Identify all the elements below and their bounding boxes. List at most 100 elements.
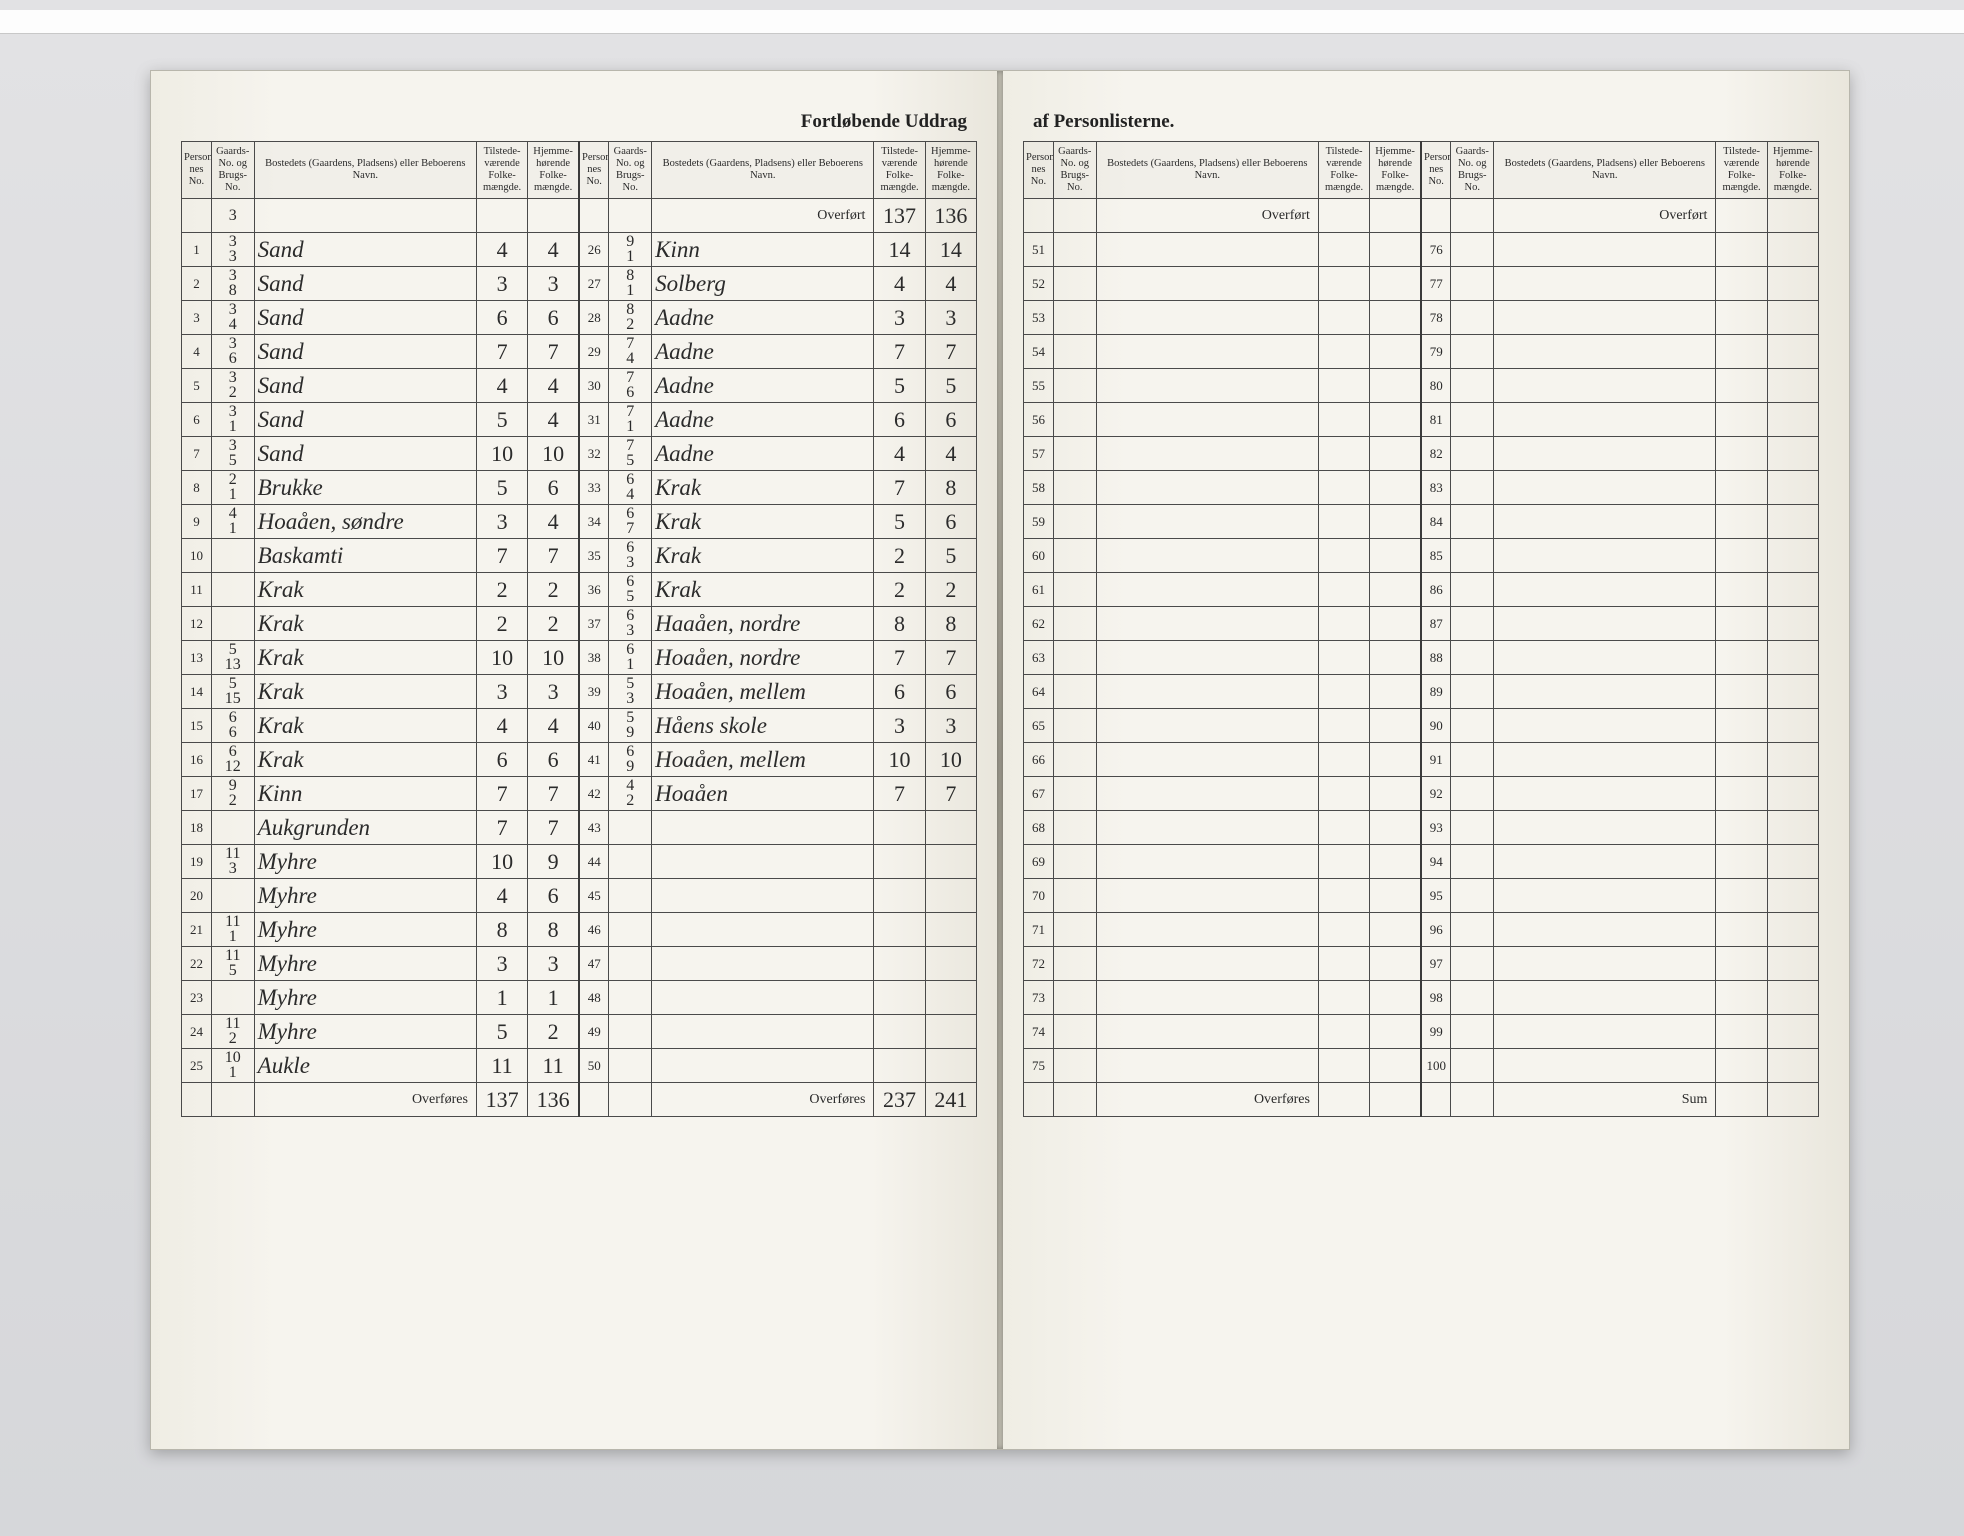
hjemme-count: 8: [528, 913, 579, 947]
hjemme-count: [1767, 947, 1818, 981]
tilstede-count: [1318, 913, 1369, 947]
gaards-no: [609, 1015, 652, 1049]
hjemme-count: [1370, 267, 1421, 301]
tilstede-count: 2: [874, 573, 925, 607]
gaards-no: [609, 947, 652, 981]
hjemme-count: 7: [528, 811, 579, 845]
bosted-name: [1494, 641, 1716, 675]
row-index: 23: [182, 981, 212, 1015]
row-index: 73: [1024, 981, 1054, 1015]
row-index: 49: [579, 1015, 609, 1049]
bosted-name: [1096, 301, 1318, 335]
row-index: 10: [182, 539, 212, 573]
row-index: 78: [1421, 301, 1451, 335]
sum-t: 237: [874, 1083, 925, 1117]
bosted-name: [1096, 573, 1318, 607]
gaards-no: [1451, 675, 1494, 709]
table-row: 631Sand543171Aadne66: [182, 403, 977, 437]
row-index: 74: [1024, 1015, 1054, 1049]
right-page: af Personlisterne. Personliste- nes No. …: [1003, 71, 1849, 1449]
table-row: 5782: [1024, 437, 1819, 471]
gaards-no: 115: [211, 947, 254, 981]
tilstede-count: 7: [476, 811, 527, 845]
gaards-no: [1053, 709, 1096, 743]
tilstede-count: [1318, 743, 1369, 777]
table-row: 6085: [1024, 539, 1819, 573]
row-index: 32: [579, 437, 609, 471]
tilstede-count: [1318, 437, 1369, 471]
gaards-no: 74: [609, 335, 652, 369]
hjemme-count: [1370, 879, 1421, 913]
tilstede-count: [1716, 811, 1767, 845]
row-index: 51: [1024, 233, 1054, 267]
col-name: Bostedets (Gaardens, Pladsens) eller Beb…: [254, 142, 476, 199]
tilstede-count: 2: [476, 573, 527, 607]
tilstede-count: 4: [874, 267, 925, 301]
hjemme-count: 4: [528, 233, 579, 267]
tilstede-count: 4: [874, 437, 925, 471]
tilstede-count: 4: [476, 233, 527, 267]
gaards-no: 53: [609, 675, 652, 709]
table-row: 133Sand442691Kinn1414: [182, 233, 977, 267]
hjemme-count: 6: [528, 743, 579, 777]
row-index: 54: [1024, 335, 1054, 369]
tilstede-count: [1716, 539, 1767, 573]
row-index: 28: [579, 301, 609, 335]
gaards-no: [1451, 777, 1494, 811]
table-row: 7095: [1024, 879, 1819, 913]
bosted-name: [1096, 607, 1318, 641]
bosted-name: [652, 913, 874, 947]
gaards-no: [1053, 845, 1096, 879]
gaards-no: [1451, 607, 1494, 641]
gaards-no: [1053, 267, 1096, 301]
row-index: 43: [579, 811, 609, 845]
hjemme-count: [1767, 811, 1818, 845]
bosted-name: [1096, 641, 1318, 675]
bosted-name: Solberg: [652, 267, 874, 301]
bosted-name: Sand: [254, 335, 476, 369]
bosted-name: [1096, 335, 1318, 369]
sum-t: 137: [476, 1083, 527, 1117]
bosted-name: [1096, 403, 1318, 437]
gaards-no: [609, 845, 652, 879]
bosted-name: [1494, 675, 1716, 709]
gaards-no: 34: [211, 301, 254, 335]
bosted-name: [652, 981, 874, 1015]
hjemme-count: 10: [925, 743, 976, 777]
bosted-name: Sand: [254, 301, 476, 335]
bosted-name: [1096, 947, 1318, 981]
gaards-no: [1451, 403, 1494, 437]
tilstede-count: [874, 845, 925, 879]
col-h: Hjemme- hørende Folke- mængde.: [1767, 142, 1818, 199]
tilstede-count: [1318, 777, 1369, 811]
tilstede-count: [874, 1015, 925, 1049]
tilstede-count: [1318, 403, 1369, 437]
tilstede-count: 5: [874, 505, 925, 539]
bosted-name: Myhre: [254, 1015, 476, 1049]
gaards-no: [1053, 743, 1096, 777]
row-index: 99: [1421, 1015, 1451, 1049]
gaards-no: 38: [211, 267, 254, 301]
bosted-name: [1494, 573, 1716, 607]
gaards-no: [211, 879, 254, 913]
hjemme-count: [925, 811, 976, 845]
row-index: 69: [1024, 845, 1054, 879]
tilstede-count: 10: [476, 641, 527, 675]
row-index: 86: [1421, 573, 1451, 607]
overfort-label: Overført: [1494, 199, 1716, 233]
bosted-name: Aadne: [652, 437, 874, 471]
tilstede-count: 3: [874, 709, 925, 743]
hjemme-count: 2: [528, 1015, 579, 1049]
tilstede-count: [1318, 267, 1369, 301]
bosted-name: Sand: [254, 267, 476, 301]
row-index: 68: [1024, 811, 1054, 845]
bosted-name: Krak: [652, 505, 874, 539]
col-h: Hjemme- hørende Folke- mængde.: [925, 142, 976, 199]
row-index: 41: [579, 743, 609, 777]
tilstede-count: 5: [476, 403, 527, 437]
hjemme-count: [1370, 1015, 1421, 1049]
bosted-name: Kinn: [254, 777, 476, 811]
hjemme-count: 3: [528, 675, 579, 709]
tilstede-count: [1716, 777, 1767, 811]
hjemme-count: 4: [528, 505, 579, 539]
